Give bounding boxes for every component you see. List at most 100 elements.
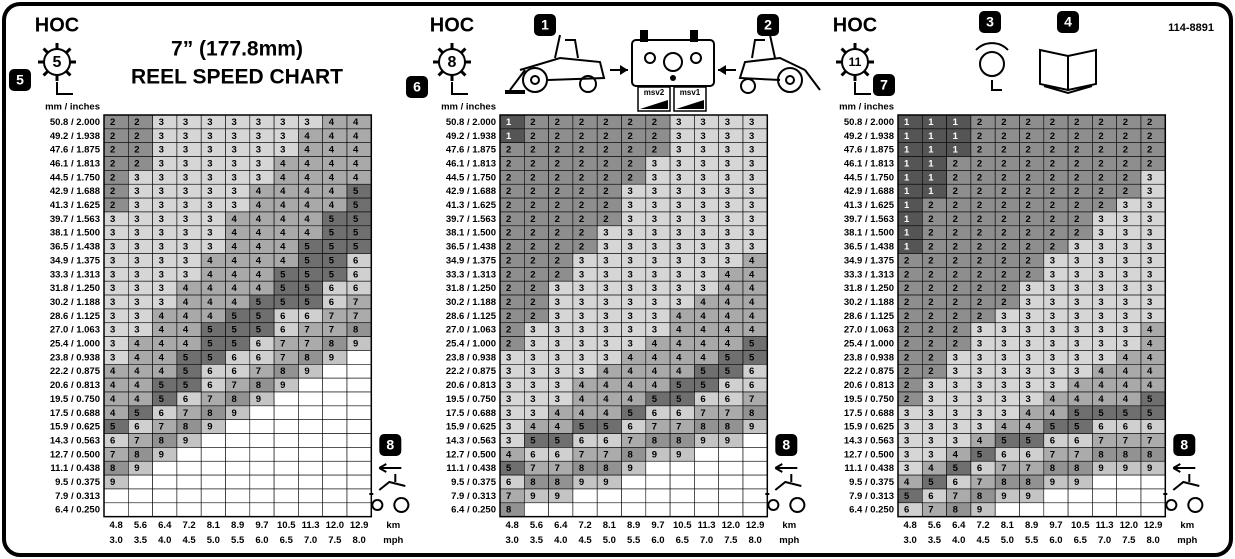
cell-value: 7: [159, 422, 164, 433]
cell: [548, 308, 574, 324]
cell-value: 9: [280, 380, 285, 391]
cell-value: 5: [304, 269, 310, 280]
callout-badge: [775, 434, 798, 456]
cell-value: 3: [1026, 311, 1031, 322]
cell-value: 2: [928, 214, 933, 225]
row-label: 7.9 / 0.313: [451, 491, 496, 502]
cell-value: 2: [1001, 228, 1006, 239]
cell: [1116, 225, 1142, 240]
cell: [152, 433, 178, 448]
cell-value: 4: [628, 394, 634, 405]
cell: [897, 253, 923, 268]
cell: [200, 156, 226, 171]
cell: [176, 225, 202, 240]
cell: [128, 502, 153, 517]
cell: [176, 363, 202, 379]
row-label: 6.4 / 0.250: [451, 505, 496, 516]
cell-value: 6: [928, 491, 933, 502]
cell-value: 3: [603, 242, 608, 253]
cell: [1116, 294, 1142, 310]
column-mph: 8.0: [749, 535, 762, 546]
cell-value: 5: [353, 228, 359, 239]
cell: [249, 405, 275, 421]
cell-value: 8: [676, 435, 681, 446]
cell-value: 3: [1147, 200, 1152, 211]
cell: [897, 377, 923, 393]
cell-value: 4: [329, 145, 335, 156]
cell: [669, 460, 695, 476]
cell-value: 4: [207, 283, 213, 294]
cell: [1092, 419, 1118, 434]
cell: [921, 363, 947, 379]
cell: [273, 294, 299, 310]
cell-value: 4: [953, 449, 959, 460]
row-label: 49.2 / 1.938: [844, 131, 894, 142]
cell: [548, 460, 574, 476]
row-label: 34.9 / 1.375: [50, 255, 101, 266]
cell-value: 2: [579, 228, 584, 239]
cell: [572, 267, 598, 282]
cell: [718, 280, 744, 296]
cell: [621, 308, 647, 324]
cell-value: 2: [1050, 200, 1055, 211]
column-km: 4.8: [506, 520, 519, 531]
cell-value: 3: [506, 380, 511, 391]
cell: [897, 350, 923, 365]
cell: [128, 377, 153, 393]
cell: [946, 280, 972, 296]
direction-arrow: [774, 463, 798, 473]
cell: [1019, 502, 1045, 517]
cell-value: 6: [183, 394, 188, 405]
cell-value: 2: [530, 131, 535, 142]
cell-value: 4: [1074, 394, 1080, 405]
cell-value: 2: [904, 311, 909, 322]
cell: [994, 460, 1020, 476]
cell: [1116, 502, 1142, 517]
cell-value: 3: [506, 422, 511, 433]
cell: [718, 502, 744, 517]
cell: [1043, 460, 1069, 476]
cell-value: 2: [928, 255, 933, 266]
cell-value: 9: [603, 477, 608, 488]
cell-value: 3: [530, 394, 535, 405]
cell: [970, 322, 996, 337]
cell-value: 5: [628, 408, 634, 419]
cell: [897, 336, 923, 351]
cell-value: 4: [1147, 366, 1153, 377]
valve-label: msv1: [680, 88, 701, 97]
cell-value: 2: [555, 269, 560, 280]
cell: [596, 225, 622, 240]
cell-value: 2: [1074, 200, 1079, 211]
cell: [128, 128, 153, 144]
column-km: 12.9: [350, 520, 369, 531]
column-mph: 3.5: [530, 535, 544, 546]
cell: [621, 336, 647, 351]
cell: [596, 170, 622, 185]
cell: [572, 211, 598, 227]
column-km: 9.7: [651, 520, 664, 531]
cell: [298, 433, 323, 448]
cell-value: 3: [928, 449, 933, 460]
cell: [621, 253, 647, 268]
cell-value: 2: [1098, 186, 1103, 197]
cell-value: 5: [207, 352, 213, 363]
hoc-spoke: [460, 47, 467, 54]
cell: [200, 460, 226, 476]
cell: [921, 488, 947, 504]
row-label: 6.4 / 0.250: [55, 505, 100, 516]
title: 7” (177.8mm): [171, 38, 303, 61]
hoc-number: 11: [849, 55, 862, 69]
cell: [742, 280, 768, 296]
cell: [718, 474, 744, 490]
cell-value: 3: [159, 283, 164, 294]
cell: [596, 447, 622, 462]
cell-value: 3: [232, 131, 237, 142]
cell: [176, 308, 202, 324]
cell-value: 4: [280, 172, 286, 183]
cell: [669, 433, 695, 448]
cell: [970, 280, 996, 296]
cell: [970, 183, 996, 199]
callout-number: 8: [782, 437, 790, 453]
cell-value: 4: [329, 131, 335, 142]
cell: [718, 183, 744, 199]
